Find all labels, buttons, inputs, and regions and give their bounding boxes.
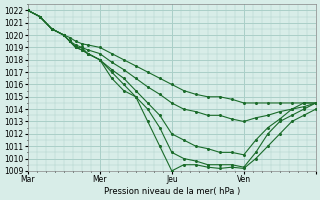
X-axis label: Pression niveau de la mer( hPa ): Pression niveau de la mer( hPa ) [104, 187, 240, 196]
